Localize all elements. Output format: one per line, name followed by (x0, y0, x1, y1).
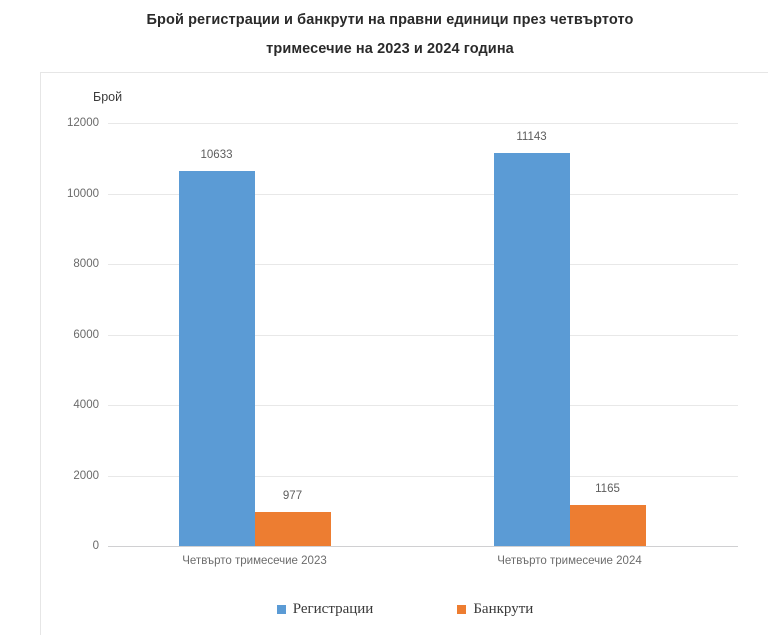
legend-label: Банкрути (473, 601, 534, 617)
page-title-line-1: Брой регистрации и банкрути на правни ед… (146, 12, 634, 28)
legend-swatch-icon (457, 605, 467, 614)
y-axis-tick-label: 8000 (73, 258, 99, 270)
page-title: Брой регистрации и банкрути на правни ед… (60, 6, 720, 64)
x-axis-category-label: Четвърто тримесечие 2023 (182, 555, 327, 567)
y-axis-tick-label: 0 (92, 540, 99, 552)
x-axis-baseline: 0 (93, 540, 738, 552)
gridline: 10000 (67, 188, 738, 200)
bar-value-label: 10633 (200, 149, 233, 162)
gridline: 2000 (73, 470, 738, 482)
legend-item-1[interactable]: Банкрути (457, 601, 533, 618)
bar-value-label: 977 (282, 489, 303, 502)
y-axis-tick-label: 6000 (73, 328, 99, 341)
legend-label: Регистрации (292, 601, 374, 617)
plot-area: 0 2000 4000 6000 8000 10000 12000 10633 977 11143… (67, 117, 738, 552)
bar-регистрации-0[interactable] (178, 171, 255, 546)
gridline: 6000 (73, 329, 738, 341)
y-axis-tick-label: 10000 (67, 187, 99, 200)
x-axis-category-label: Четвърто тримесечие 2024 (497, 555, 642, 567)
gridline: 12000 (67, 117, 738, 129)
gridline: 4000 (73, 399, 738, 411)
bar-банкрути-0[interactable] (254, 511, 331, 546)
y-axis-title: Брой (93, 90, 123, 104)
bar-регистрации-1[interactable] (493, 153, 570, 546)
chart-legend: Регистрации Банкрути (41, 601, 768, 618)
y-axis-tick-label: 2000 (73, 469, 99, 482)
y-axis-tick-label: 12000 (67, 117, 99, 129)
gridline: 8000 (73, 258, 738, 270)
page-title-line-2: тримесечие на 2023 и 2024 година (266, 41, 514, 57)
legend-swatch-icon (276, 605, 286, 614)
chart-container: Брой 0 2000 4000 6000 8000 10000 12000 10633 977… (40, 72, 768, 635)
bar-банкрути-1[interactable] (569, 504, 646, 546)
legend-item-0[interactable]: Регистрации (276, 601, 374, 618)
bar-value-label: 1165 (595, 482, 620, 495)
y-axis-tick-label: 4000 (73, 399, 99, 411)
bar-value-label: 11143 (516, 131, 547, 144)
